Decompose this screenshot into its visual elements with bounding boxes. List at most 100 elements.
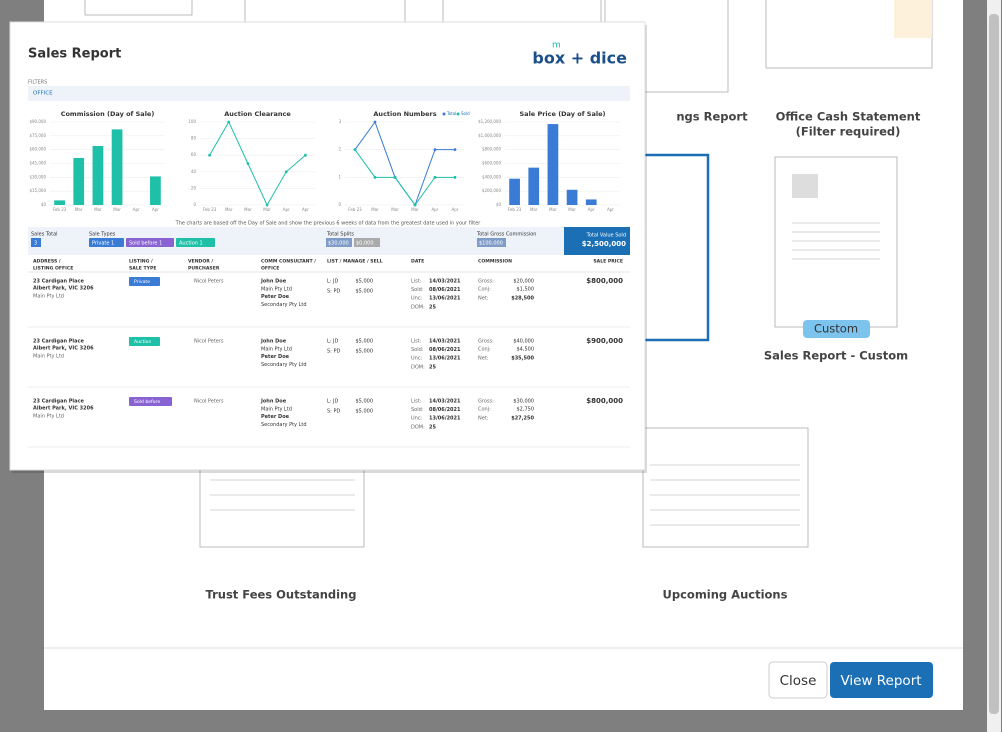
point [227,120,231,124]
column-header: PURCHASER [188,266,220,272]
summary-value: 3 [34,241,37,247]
address: 23 Cardigan Place [33,279,84,285]
date: 08/06/2021 [429,287,461,293]
point [353,148,357,152]
comm-label: Conj: [478,347,491,353]
y-tick-label: $1,000,000 [478,133,501,138]
preview-title: Sales Report [28,47,121,62]
comm-label: Gross: [478,339,494,345]
type-badge [126,238,174,247]
line [209,120,306,207]
custom-badge-label: Custom [814,322,858,336]
logo: box + dice [532,49,627,68]
date: 13/06/2021 [429,356,461,362]
bar [585,199,597,205]
y-tick-label: $600,000 [482,161,502,166]
bar [73,157,85,205]
type-tag-label: Auction [134,339,151,345]
y-tick-label: $800,000 [482,147,502,152]
y-tick-label: $1,200,000 [478,119,501,124]
column-header: SALE PRICE [593,259,623,265]
lms: L: JD [327,399,339,405]
point [208,153,211,157]
x-tick-label: Apr [283,207,290,212]
column-header: COMMISSION [478,259,512,265]
report-label: ngs Report [676,110,748,124]
bar [92,145,104,205]
x-tick-label: Mar [94,207,102,212]
column-header: SALE TYPE [129,266,157,272]
x-tick-label: Apr [588,207,595,212]
y-tick-label: $75,000 [29,133,46,138]
consultant: Peter Doe [261,354,290,360]
bar [528,167,540,205]
view-report-label[interactable]: View Report [840,673,921,689]
gross-badge [477,238,506,247]
comm-value: $20,000 [513,279,534,285]
y-tick-label: 3 [338,119,341,124]
report-label: Sales Report - Custom [764,349,908,363]
date: 13/06/2021 [429,296,461,302]
comm-label: Conj: [478,287,491,293]
x-tick-label: Mar [391,207,399,212]
date-label: List: [411,279,422,285]
comm-label: Gross: [478,279,494,285]
date-label: Unc: [411,356,423,362]
bar [547,124,559,205]
sale-price: $800,000 [586,277,623,285]
y-tick-label: 1 [338,174,341,179]
split-value: $30,000 [328,241,349,247]
address: Albert Park, VIC 3206 [33,346,94,352]
legend-dot [442,112,446,116]
close-label[interactable]: Close [780,673,817,689]
report-label: Upcoming Auctions [663,588,788,602]
type-badge-label: Private 1 [92,241,114,247]
date-label: Unc: [411,416,423,422]
y-tick-label: 0 [338,202,341,207]
y-tick-label: 60 [191,152,197,157]
x-tick-label: Apr [432,207,439,212]
vendor: Nicol Peters [194,279,224,285]
column-header: ADDRESS / [33,259,61,265]
point [304,153,307,157]
bar [111,129,123,205]
consultant: John Doe [260,399,287,405]
y-tick-label: 100 [188,119,196,124]
split-badge [354,238,380,247]
lms-amount: $5,000 [356,399,374,405]
y-tick-label: 0 [193,202,196,207]
x-tick-label: Mar [411,207,419,212]
column-header: OFFICE [261,266,279,272]
scroll-thumb[interactable] [989,14,999,714]
office: Main Pty Ltd [33,414,64,420]
comm-value: $40,000 [513,339,534,345]
column-header: DATE [411,259,424,265]
x-tick-label: Mar [549,207,557,212]
type-tag [129,277,160,286]
consultant: John Doe [260,339,287,345]
type-tag [129,337,160,346]
bar [150,176,161,205]
consultant: Peter Doe [261,414,290,420]
column-header: COMM CONSULTANT / [261,259,316,265]
comm-label: Net: [478,416,489,422]
chart-note: The charts are based off the Day of Sale… [175,221,482,227]
report-label: Office Cash Statement [776,110,921,124]
y-tick-label: $400,000 [482,174,502,179]
point [453,148,457,152]
report-label: Trust Fees Outstanding [206,588,357,602]
date-label: Unc: [411,296,423,302]
point [393,175,397,179]
consultant: John Doe [260,279,287,285]
type-badge [176,238,215,247]
bar [509,178,520,205]
logo-mark: m [552,41,561,51]
close-button[interactable] [768,661,828,699]
gross-value: $100,000 [479,241,503,247]
x-tick-label: Feb 23 [348,207,362,212]
type-tag [129,397,172,406]
comm-value: $4,500 [517,347,535,353]
comm-value: $28,500 [511,296,534,302]
view-report-button[interactable] [830,662,933,698]
